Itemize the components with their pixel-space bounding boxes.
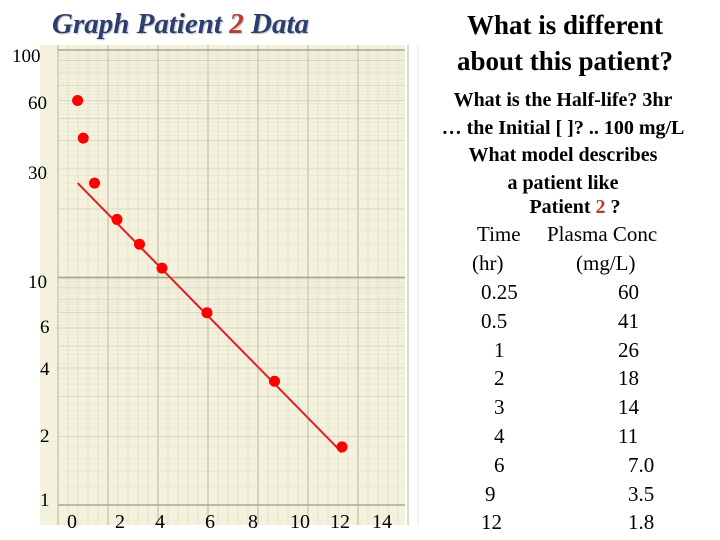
table-cell-time: 12 (481, 510, 502, 535)
y-tick-label: 2 (40, 426, 50, 447)
table-unit-conc: (mg/L) (576, 251, 636, 275)
table-cell-time: 6 (494, 452, 505, 477)
table-cell-conc: 60 (618, 280, 639, 304)
x-tick-label: 4 (155, 511, 165, 533)
chart-title: Graph Patient 2 Data (52, 8, 309, 40)
data-points (72, 94, 348, 453)
table-cell-time: 1 (494, 337, 505, 362)
table-header-conc: Plasma Conc (547, 222, 658, 246)
x-tick-label: 8 (248, 511, 258, 533)
y-tick-label: 4 (40, 359, 50, 380)
data-point (156, 262, 168, 274)
data-point (134, 238, 145, 250)
model-question-line2: a patient like (507, 172, 619, 194)
data-point (72, 94, 84, 106)
table-cell-conc: 41 (618, 308, 639, 333)
table-cell-time: 9 (485, 481, 496, 506)
y-tick-label: 1 (40, 490, 50, 511)
grid-lines (57, 45, 419, 525)
fit-line (76, 182, 343, 454)
half-life-question: What is the Half-life? 3hr (453, 89, 673, 111)
table-cell-conc: 7.0 (628, 452, 655, 477)
x-tick-label: 2 (115, 511, 125, 533)
table-header-time: Time (477, 222, 521, 246)
question-heading-line1: What is different (467, 10, 663, 40)
x-tick-label: 12 (330, 511, 350, 533)
model-question-line1: What model describes (468, 144, 658, 166)
x-tick-labels: 0 2 4 6 8 10 12 14 (67, 511, 392, 533)
table-cell-conc: 11 (618, 424, 639, 448)
data-point (89, 177, 100, 189)
table-cell-conc: 26 (618, 337, 639, 362)
table-unit-time: (hr) (472, 251, 504, 275)
semilog-chart: 0 2 4 6 8 10 12 14 (40, 45, 419, 533)
model-question-line3: Patient 2 ? (529, 196, 621, 218)
y-tick-label: 100 (12, 46, 41, 67)
y-tick-label: 60 (28, 93, 47, 114)
table-cell-conc: 14 (618, 395, 639, 420)
fit-line-group (76, 182, 343, 454)
data-point (111, 213, 123, 225)
x-tick-label: 6 (205, 511, 215, 533)
y-tick-label: 6 (40, 317, 50, 338)
table-cell-conc: 18 (618, 366, 639, 391)
table-cell-time: 2 (494, 366, 505, 391)
y-tick-label: 30 (28, 163, 47, 184)
initial-conc-question: … the Initial [ ]? .. 100 mg/L (441, 117, 685, 139)
x-tick-label: 10 (290, 511, 310, 533)
x-tick-label: 0 (67, 511, 77, 533)
data-point (201, 307, 213, 319)
data-point (269, 375, 280, 387)
table-cell-time: 0.25 (481, 280, 518, 304)
table-cell-conc: 1.8 (628, 510, 655, 535)
y-tick-label: 10 (28, 272, 47, 293)
table-cell-time: 4 (494, 424, 505, 448)
table-cell-time: 3 (494, 395, 505, 420)
table-cell-conc: 3.5 (628, 481, 655, 506)
table-cell-time: 0.5 (481, 308, 508, 333)
x-tick-label: 14 (372, 511, 392, 533)
data-point (77, 132, 89, 144)
graph-paper (40, 45, 405, 525)
question-heading-line2: about this patient? (456, 46, 674, 76)
data-point (336, 441, 348, 453)
